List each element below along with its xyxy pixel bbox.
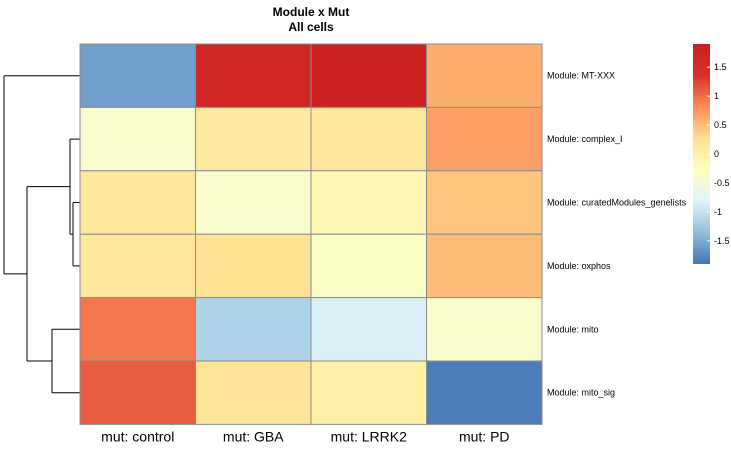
heatmap-cell bbox=[79, 297, 196, 362]
row-label: Module: mito_sig bbox=[547, 388, 615, 398]
heatmap-cell bbox=[79, 43, 196, 108]
row-label: Module: oxphos bbox=[547, 261, 611, 271]
heatmap-cell bbox=[310, 170, 427, 235]
chart-title: Module x Mut bbox=[273, 5, 350, 19]
row-label: Module: curatedModules_genelists bbox=[547, 198, 687, 208]
chart-subtitle: All cells bbox=[288, 20, 334, 34]
legend-tick-label: 1.5 bbox=[714, 62, 727, 72]
heatmap-cell bbox=[310, 360, 427, 425]
heatmap-cell bbox=[195, 43, 312, 108]
column-label: mut: control bbox=[101, 428, 174, 444]
legend-tick-label: -1.5 bbox=[714, 236, 730, 246]
heatmap-cell bbox=[426, 360, 543, 425]
legend-tick-label: -0.5 bbox=[714, 178, 730, 188]
column-label: mut: GBA bbox=[223, 428, 284, 444]
heatmap-cell bbox=[79, 233, 196, 299]
column-label: mut: LRRK2 bbox=[331, 428, 407, 444]
legend-tick-label: 1 bbox=[714, 91, 719, 101]
heatmap-cell bbox=[195, 297, 312, 362]
heatmap-cell bbox=[79, 170, 196, 235]
heatmap-cell bbox=[310, 106, 427, 172]
heatmap-cell bbox=[426, 106, 543, 172]
heatmap-cell bbox=[195, 233, 312, 299]
column-label: mut: PD bbox=[459, 428, 510, 444]
row-label: Module: MT-XXX bbox=[547, 71, 615, 81]
heatmap-cell bbox=[310, 233, 427, 299]
heatmap-cell bbox=[426, 233, 543, 299]
heatmap-cell bbox=[195, 360, 312, 425]
heatmap-cell bbox=[195, 170, 312, 235]
legend-tick-label: 0 bbox=[714, 149, 719, 159]
row-label: Module: complex_I bbox=[547, 134, 623, 144]
heatmap-cell bbox=[79, 106, 196, 172]
heatmap-cell bbox=[426, 170, 543, 235]
row-labels: Module: MT-XXX Module: complex_I Module: c… bbox=[547, 71, 687, 398]
row-dendrogram bbox=[3, 75, 80, 394]
legend-tick-label: -1 bbox=[714, 207, 722, 217]
heatmap-cell bbox=[310, 297, 427, 362]
heatmap-cell bbox=[195, 106, 312, 172]
legend-color-bar bbox=[693, 44, 710, 264]
column-labels: mut: control mut: GBA mut: LRRK2 mut: PD bbox=[101, 428, 509, 444]
row-label: Module: mito bbox=[547, 324, 599, 334]
legend-tick-label: 0.5 bbox=[714, 120, 727, 130]
heatmap-cell bbox=[310, 43, 427, 108]
color-legend: 1.5 1 0.5 0 -0.5 -1 -1.5 bbox=[693, 44, 730, 264]
heatmap-cells bbox=[79, 43, 543, 425]
heatmap-cell bbox=[79, 360, 196, 425]
heatmap-cell bbox=[426, 297, 543, 362]
heatmap-cell bbox=[426, 43, 543, 108]
